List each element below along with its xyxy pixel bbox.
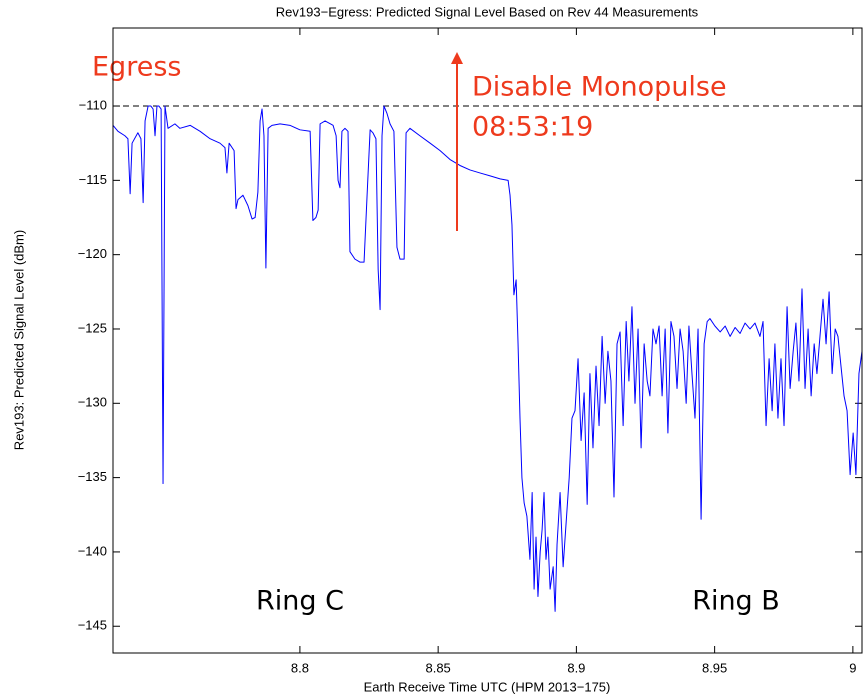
y-tick-label: −135 <box>78 469 107 484</box>
annotation: Disable Monopulse <box>472 72 727 103</box>
annotation: Ring B <box>692 586 780 617</box>
plot-frame <box>112 27 863 654</box>
y-tick-label: −130 <box>78 395 107 410</box>
y-axis-label: Rev193: Predicted Signal Level (dBm) <box>11 230 26 450</box>
data-line <box>112 105 863 612</box>
x-tick-label: 8.9 <box>567 660 585 675</box>
annotation-arrowhead <box>451 52 463 64</box>
x-tick-label: 8.85 <box>425 660 450 675</box>
x-tick-label: 9 <box>849 660 856 675</box>
x-tick-label: 8.8 <box>291 660 309 675</box>
y-tick-label: −140 <box>78 543 107 558</box>
chart-title: Rev193−Egress: Predicted Signal Level Ba… <box>276 4 699 19</box>
y-tick-label: −120 <box>78 246 107 261</box>
y-tick-label: −125 <box>78 320 107 335</box>
x-axis-label: Earth Receive Time UTC (HPM 2013−175) <box>364 679 611 694</box>
y-tick-label: −145 <box>78 618 107 633</box>
annotation: Egress <box>92 52 181 83</box>
y-tick-label: −110 <box>79 97 107 112</box>
x-tick-label: 8.95 <box>702 660 727 675</box>
annotation: Ring C <box>256 586 344 617</box>
y-tick-label: −115 <box>79 172 107 187</box>
annotation: 08:53:19 <box>472 112 593 143</box>
